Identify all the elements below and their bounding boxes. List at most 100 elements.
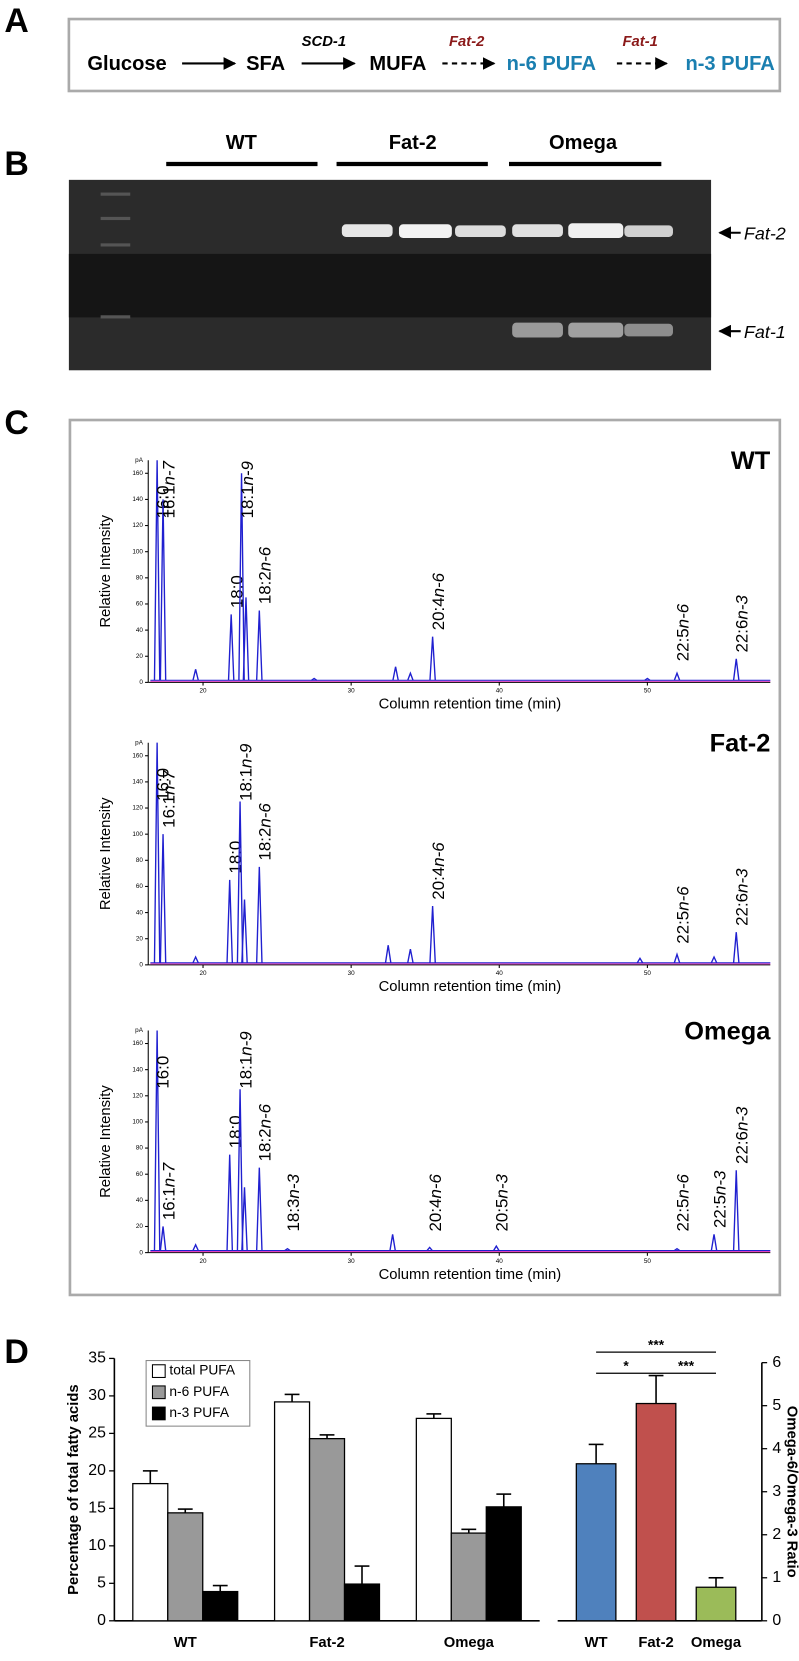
peak bbox=[673, 952, 681, 963]
legend-box bbox=[145, 1360, 251, 1427]
peak bbox=[673, 671, 681, 681]
bar bbox=[202, 1590, 239, 1622]
node: Glucose bbox=[87, 53, 166, 75]
y-tick-label: 0 bbox=[139, 962, 143, 969]
peak bbox=[429, 636, 436, 681]
peak-label: 18:2n-6 bbox=[256, 1103, 275, 1161]
y-tick-label: 40 bbox=[136, 909, 144, 916]
y-tick-label: 120 bbox=[132, 522, 143, 529]
x-tick-label: WT bbox=[585, 1635, 608, 1651]
peak bbox=[192, 955, 199, 964]
node: MUFA bbox=[369, 53, 426, 75]
peak bbox=[673, 1247, 681, 1252]
x-tick-label: 50 bbox=[644, 970, 652, 977]
gel-shadow bbox=[68, 253, 712, 318]
peak-label: 18:2n-6 bbox=[256, 546, 275, 604]
peak bbox=[227, 614, 235, 681]
x-tick-label: WT bbox=[174, 1635, 197, 1651]
significance-label: *** bbox=[648, 1337, 665, 1352]
y-tick-label: 20 bbox=[88, 1462, 106, 1479]
legend-label: n-6 PUFA bbox=[169, 1384, 229, 1399]
legend-label: n-3 PUFA bbox=[169, 1405, 229, 1420]
y-tick-label: 5 bbox=[772, 1397, 781, 1414]
peak-label: 18:1n-9 bbox=[238, 460, 257, 518]
peak bbox=[192, 669, 199, 681]
peak bbox=[311, 677, 318, 681]
significance-label: *** bbox=[678, 1359, 695, 1374]
peak-label: 18:0 bbox=[227, 841, 246, 874]
peak-label: 18:2n-6 bbox=[256, 803, 275, 861]
bar bbox=[695, 1586, 737, 1622]
x-tick-label: 30 bbox=[348, 1258, 356, 1265]
y-tick-label: 30 bbox=[88, 1387, 106, 1404]
y-tick-label: 140 bbox=[132, 496, 143, 503]
y-tick-label: 160 bbox=[132, 752, 143, 759]
y-tick-label: 160 bbox=[132, 470, 143, 477]
x-tick-label: 20 bbox=[200, 970, 208, 977]
legend-swatch bbox=[151, 1385, 166, 1400]
x-tick-label: Omega bbox=[691, 1635, 742, 1651]
bar bbox=[415, 1417, 452, 1622]
chromatogram-title: Omega bbox=[684, 1017, 771, 1045]
y-tick-label: 1 bbox=[772, 1569, 781, 1586]
peak bbox=[636, 956, 644, 964]
peak bbox=[732, 658, 740, 681]
peak bbox=[153, 1030, 161, 1251]
x-axis-label: Column retention time (min) bbox=[379, 697, 562, 713]
peak bbox=[493, 1244, 500, 1251]
peak-label: 22:5n-6 bbox=[674, 886, 693, 944]
peak bbox=[159, 499, 167, 681]
y-tick-label: 15 bbox=[88, 1500, 106, 1517]
bar bbox=[575, 1463, 617, 1622]
y-tick-label: 80 bbox=[136, 1145, 144, 1152]
legend-label: total PUFA bbox=[169, 1363, 236, 1378]
panel-label: A bbox=[4, 2, 28, 40]
enzyme: Fat-2 bbox=[449, 34, 485, 50]
pathway-box bbox=[67, 17, 782, 93]
chromatogram-box bbox=[68, 418, 782, 1297]
x-tick-label: 30 bbox=[348, 970, 356, 977]
y-tick-label: 100 bbox=[132, 548, 143, 555]
panel-label: C bbox=[4, 404, 28, 442]
peak bbox=[710, 955, 718, 964]
peak bbox=[226, 1154, 234, 1251]
peak bbox=[153, 460, 161, 681]
peak-label: 22:5n-6 bbox=[674, 1174, 693, 1232]
y-unit: pA bbox=[135, 457, 144, 464]
ladder bbox=[100, 192, 131, 319]
y-tick-label: 2 bbox=[772, 1526, 781, 1543]
x-tick-label: 30 bbox=[348, 688, 356, 695]
y-tick-label: 40 bbox=[136, 627, 144, 634]
bar bbox=[343, 1583, 381, 1622]
y-tick-label: 100 bbox=[132, 1119, 143, 1126]
x-tick-label: Fat-2 bbox=[309, 1635, 344, 1651]
peak-label: 16:1n-7 bbox=[160, 770, 179, 828]
y-axis-label: Relative Intensity bbox=[98, 797, 114, 910]
y-tick-label: 3 bbox=[772, 1483, 781, 1500]
peak-label: 22:6n-3 bbox=[733, 1106, 752, 1164]
significance-label: * bbox=[623, 1359, 629, 1374]
legend-swatch bbox=[151, 1406, 166, 1421]
x-tick-label: 50 bbox=[644, 1258, 652, 1265]
peak-label: 18:1n-9 bbox=[237, 743, 256, 801]
bar bbox=[450, 1532, 487, 1622]
peak-label: 18:0 bbox=[228, 575, 247, 608]
node: SFA bbox=[246, 53, 285, 75]
bar bbox=[132, 1482, 169, 1622]
y-axis-label: Percentage of total fatty acids bbox=[66, 1384, 82, 1595]
x-tick-label: 20 bbox=[200, 1258, 208, 1265]
y-tick-label: 20 bbox=[136, 935, 144, 942]
x-tick-label: Fat-2 bbox=[638, 1635, 673, 1651]
x-tick-label: 40 bbox=[496, 688, 504, 695]
y-tick-label: 80 bbox=[136, 575, 144, 582]
peak bbox=[389, 1234, 396, 1251]
peak bbox=[226, 879, 234, 963]
peak-label: 22:5n-6 bbox=[674, 603, 693, 661]
peak bbox=[159, 834, 167, 963]
peak-label: 22:6n-3 bbox=[733, 868, 752, 926]
y-tick-label: 0 bbox=[139, 679, 143, 686]
y-tick-label: 0 bbox=[139, 1249, 143, 1256]
peak bbox=[236, 801, 244, 963]
y-tick-label: 6 bbox=[772, 1354, 781, 1371]
